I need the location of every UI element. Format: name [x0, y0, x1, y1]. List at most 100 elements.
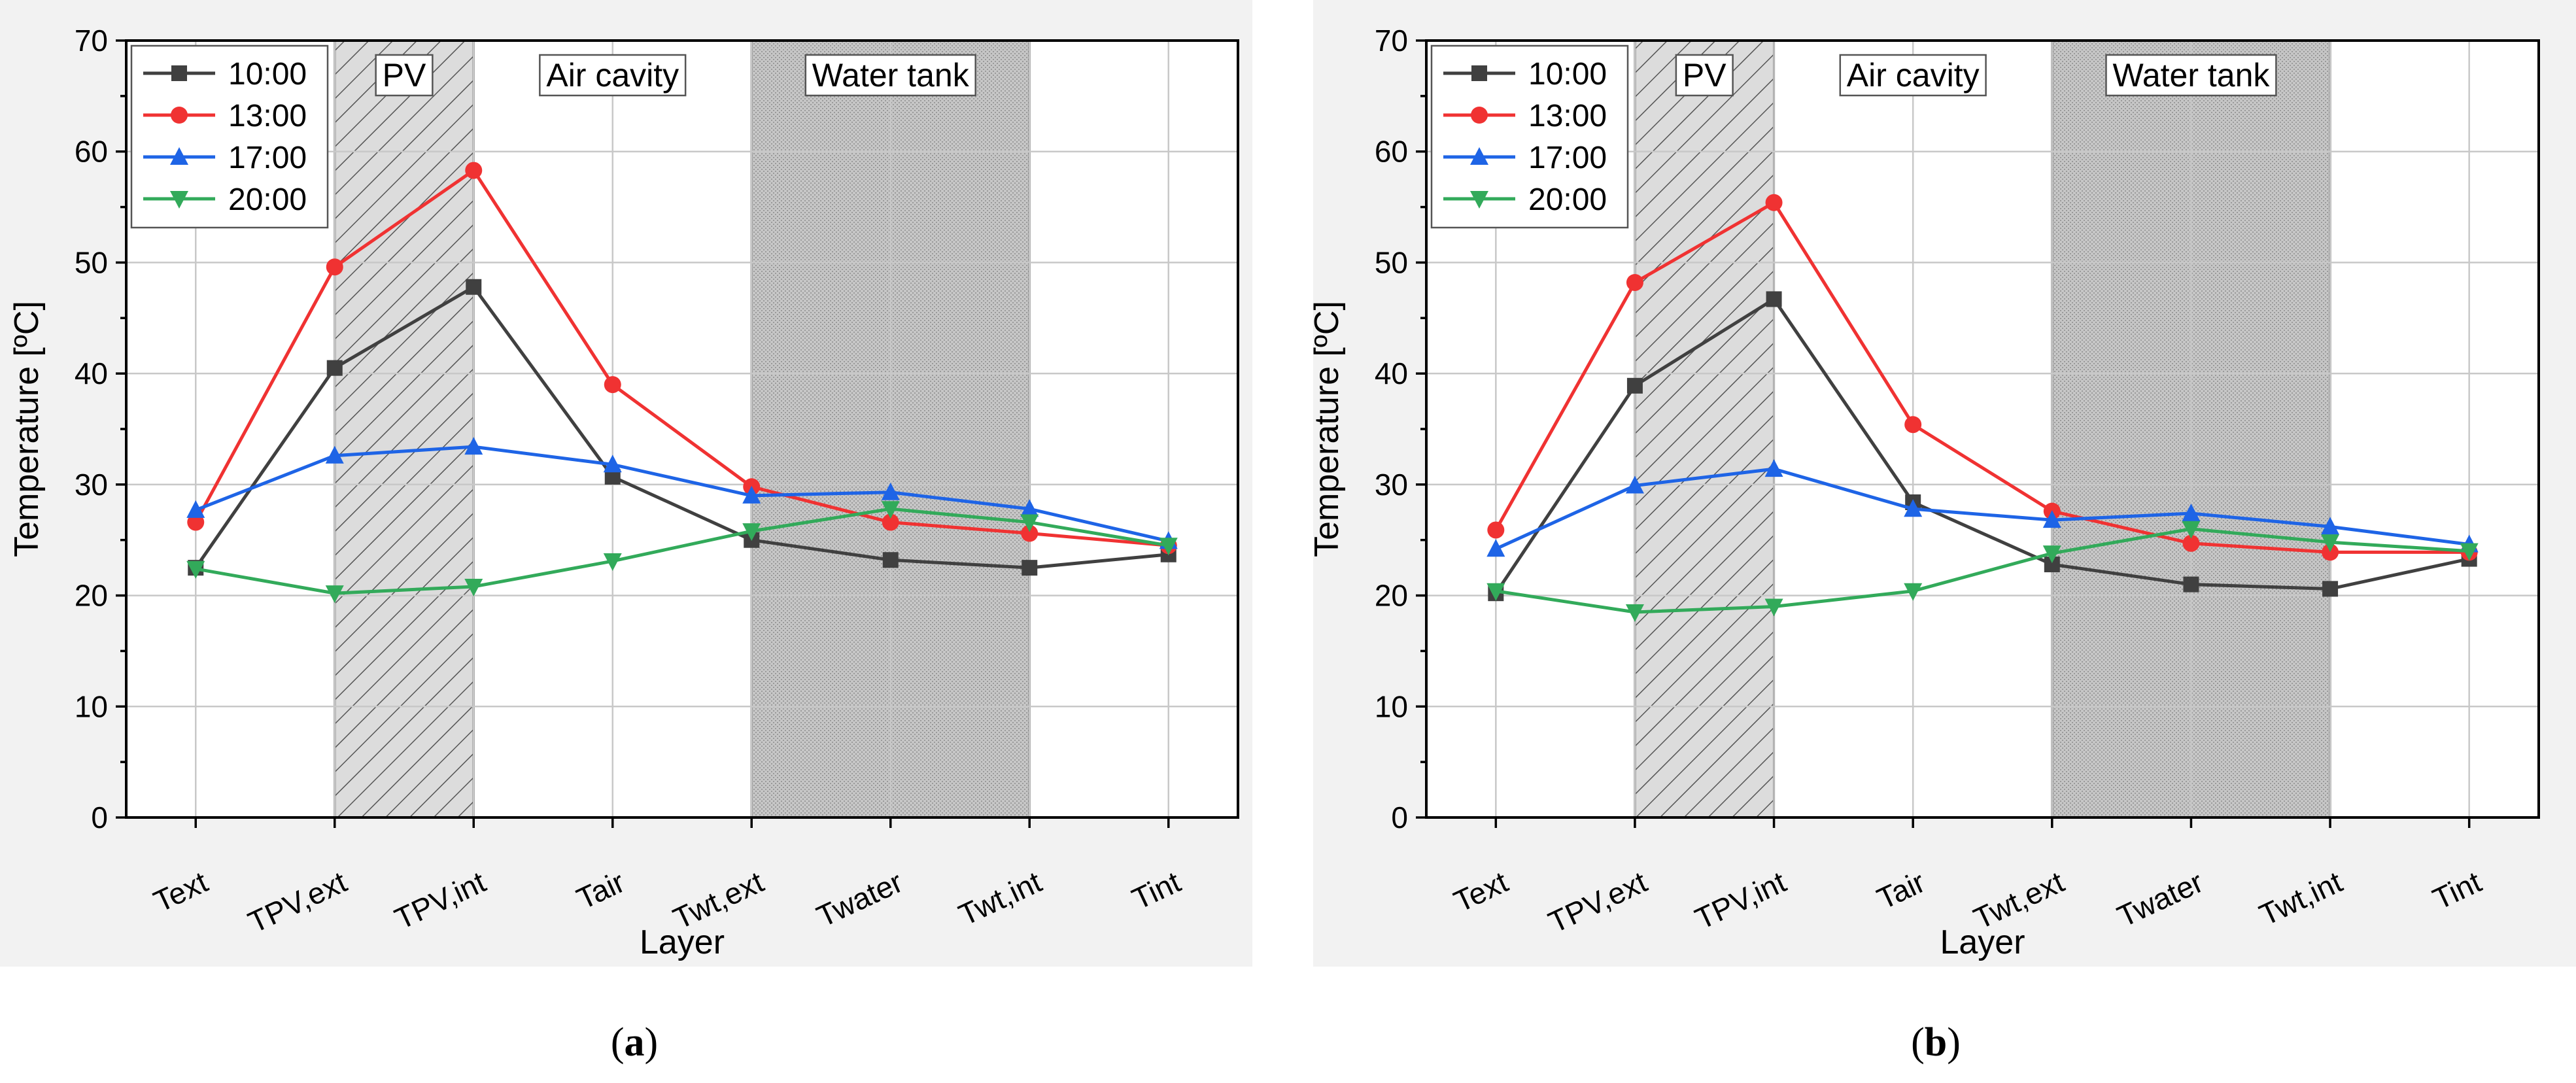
data-point: [464, 437, 483, 455]
legend-label: 13:00: [228, 99, 307, 133]
data-point: [2321, 517, 2340, 535]
data-point: [1764, 598, 1783, 617]
y-tick-label: 40: [1375, 356, 1408, 390]
data-point: [2322, 543, 2339, 561]
series-line-20:00: [195, 507, 1169, 595]
region-shading: [1634, 39, 1776, 819]
legend-marker: [1471, 107, 1488, 124]
data-point: [1765, 194, 1783, 211]
data-point: [326, 360, 343, 376]
region-label-group: Water tank: [804, 54, 976, 97]
region-label-box: [375, 54, 434, 97]
legend-marker: [170, 191, 188, 209]
region-label: Water tank: [2112, 57, 2270, 94]
data-point: [742, 523, 761, 542]
data-point: [1487, 521, 1505, 539]
data-point: [1021, 524, 1039, 542]
legend-marker: [1470, 191, 1488, 209]
legend: 10:00 13:00 17:00 20:00: [130, 44, 329, 229]
y-axis-title: Temperature [ºC]: [1308, 301, 1346, 557]
chart-panel-b: PV Air cavity Water tank010203040506070Tex…: [1308, 0, 2576, 1065]
region-label-group: Water tank: [2105, 54, 2277, 97]
y-axis-title: Temperature [ºC]: [8, 301, 46, 557]
data-point: [603, 455, 622, 473]
y-tick-label: 70: [75, 24, 108, 58]
caption-close-paren: ): [645, 1020, 659, 1065]
series-line-20:00: [1495, 527, 2469, 614]
region-label-group: PV: [1675, 54, 1734, 97]
legend-marker: [170, 147, 188, 165]
series-line-17:00: [195, 445, 1169, 543]
data-point: [1764, 459, 1783, 477]
data-point: [186, 500, 205, 518]
series-line-13:00: [1494, 200, 2469, 554]
legend-label: 17:00: [228, 141, 307, 175]
y-tick-label: 60: [75, 135, 108, 169]
data-point: [2322, 581, 2339, 597]
legend-label: 10:00: [1528, 57, 1607, 92]
region-label-box: [804, 54, 976, 97]
y-tick-label: 10: [75, 689, 108, 723]
legend-label: 13:00: [1528, 99, 1607, 133]
data-point: [2042, 510, 2061, 528]
data-point: [1626, 377, 1643, 394]
y-tick-label: 10: [1375, 689, 1408, 723]
data-point: [2183, 576, 2199, 593]
legend-marker: [171, 107, 188, 124]
data-point: [325, 585, 344, 604]
legend-label: 17:00: [1528, 141, 1607, 175]
data-point: [2042, 545, 2061, 564]
panel-caption: (a): [611, 1020, 658, 1065]
data-point: [326, 258, 343, 276]
data-point: [604, 376, 621, 394]
data-point: [2182, 521, 2201, 539]
data-point: [1020, 499, 1039, 517]
y-tick-label: 20: [1375, 579, 1408, 613]
region-shading: [334, 39, 475, 819]
data-point: [1022, 560, 1038, 576]
caption-open-paren: (: [1911, 1020, 1925, 1065]
y-tick-label: 30: [75, 468, 108, 502]
y-tick-label: 0: [1391, 800, 1408, 834]
data-point: [465, 162, 483, 179]
data-point: [464, 578, 483, 596]
caption-letter: b: [1925, 1020, 1947, 1065]
legend-marker: [171, 65, 187, 81]
data-point: [882, 513, 899, 531]
legend-label: 10:00: [228, 57, 307, 92]
data-point: [881, 482, 900, 500]
y-tick-label: 0: [91, 800, 108, 834]
caption-open-paren: (: [611, 1020, 625, 1065]
region-label-box: [2105, 54, 2277, 97]
region-label: Air cavity: [546, 57, 679, 94]
chart-panel-a: PV Air cavity Water tank010203040506070Tex…: [0, 0, 1252, 1065]
region-label-box: [539, 54, 687, 97]
data-point: [466, 279, 482, 295]
region-label-box: [1675, 54, 1734, 97]
region-label: Air cavity: [1847, 57, 1980, 94]
region-label-group: Air cavity: [1839, 54, 1987, 97]
data-point: [2321, 534, 2340, 553]
y-tick-label: 70: [1375, 24, 1408, 58]
panel-caption: (b): [1911, 1020, 1961, 1065]
caption-close-paren: ): [1947, 1020, 1961, 1065]
region-label: PV: [1683, 57, 1726, 94]
region-label: Water tank: [812, 57, 970, 94]
data-point: [1625, 475, 1644, 494]
region-label-group: PV: [375, 54, 434, 97]
data-point: [2182, 503, 2201, 521]
data-point: [1904, 416, 1922, 434]
region-label-box: [1839, 54, 1987, 97]
data-point: [1159, 538, 1178, 556]
data-point: [2182, 534, 2200, 552]
x-axis-title: Layer: [640, 923, 725, 961]
y-tick-label: 40: [75, 356, 108, 390]
data-point: [1626, 273, 1643, 291]
y-tick-label: 30: [1375, 468, 1408, 502]
data-point: [1625, 604, 1644, 623]
data-point: [186, 560, 205, 579]
y-tick-label: 60: [1375, 135, 1408, 169]
data-point: [1486, 583, 1505, 601]
data-point: [1020, 514, 1039, 532]
